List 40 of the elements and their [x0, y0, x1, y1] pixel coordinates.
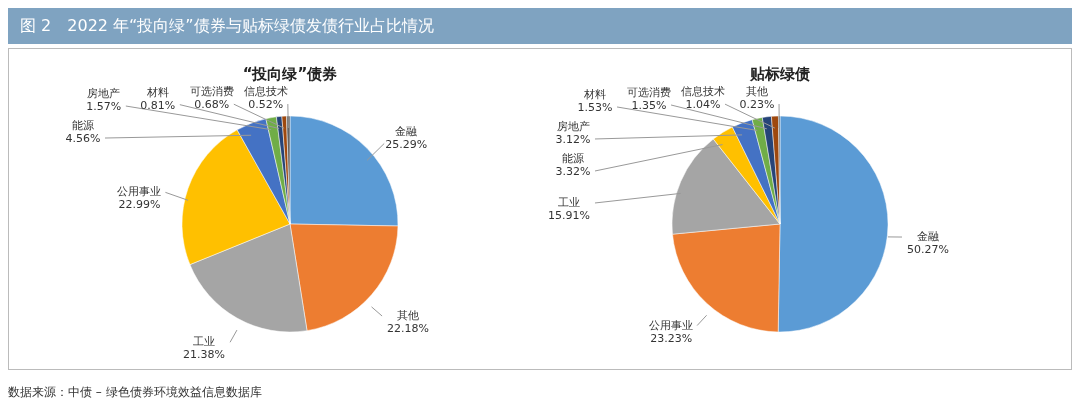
data-label: 22.18%: [387, 322, 430, 336]
data-label: 0.23%: [739, 98, 775, 111]
text: 图 2 2022 年“投向绿”债券与贴标绿债发债行业占比情况: [8, 8, 1072, 44]
data-label: 4.56%: [65, 132, 101, 146]
data-label: 0.81%: [140, 98, 176, 112]
data-label: 0.52%: [248, 98, 284, 112]
data-label: 3.32%: [555, 164, 591, 178]
data-label: 0.68%: [194, 98, 230, 112]
chart-title: 贴标绿债: [749, 65, 810, 83]
slice-label: 金融: [917, 230, 939, 244]
slice-label: 公用事业: [649, 318, 694, 332]
source-note: 数据来源：中债 – 绿色债券环境效益信息数据库: [8, 384, 262, 401]
data-label: 1.35%: [631, 98, 667, 112]
data-label: 50.27%: [907, 243, 949, 257]
slice-label: 材料: [583, 87, 607, 101]
data-label: 1.04%: [685, 98, 721, 112]
slice-label: 能源: [562, 151, 584, 165]
slice-label: 可选消费: [627, 85, 672, 99]
data-label: 23.23%: [650, 331, 693, 345]
slice-label: 房地产: [87, 87, 121, 101]
slice-label: 信息技术: [681, 85, 726, 99]
data-label: 1.53%: [577, 100, 613, 114]
data-label: 25.29%: [385, 137, 428, 151]
data-label: 15.91%: [548, 208, 590, 222]
data-label: 21.38%: [183, 348, 226, 362]
slice-label: 可选消费: [189, 85, 234, 99]
slice-label: 工业: [193, 335, 216, 349]
slice-label: 金融: [395, 124, 418, 138]
slice-label: 其他: [746, 85, 769, 98]
slice-label: 工业: [558, 195, 580, 209]
slice-label: 能源: [72, 119, 94, 133]
slice-label: 材料: [145, 85, 169, 99]
chart-title: “投向绿”债券: [242, 65, 338, 83]
slice-label: 信息技术: [243, 85, 288, 99]
data-label: 1.57%: [86, 100, 122, 114]
slice-label: 房地产: [556, 119, 590, 133]
data-label: 22.99%: [118, 198, 161, 212]
slice-label: 公用事业: [117, 185, 162, 199]
data-label: 3.12%: [555, 132, 591, 146]
slice-label: 其他: [397, 309, 420, 323]
